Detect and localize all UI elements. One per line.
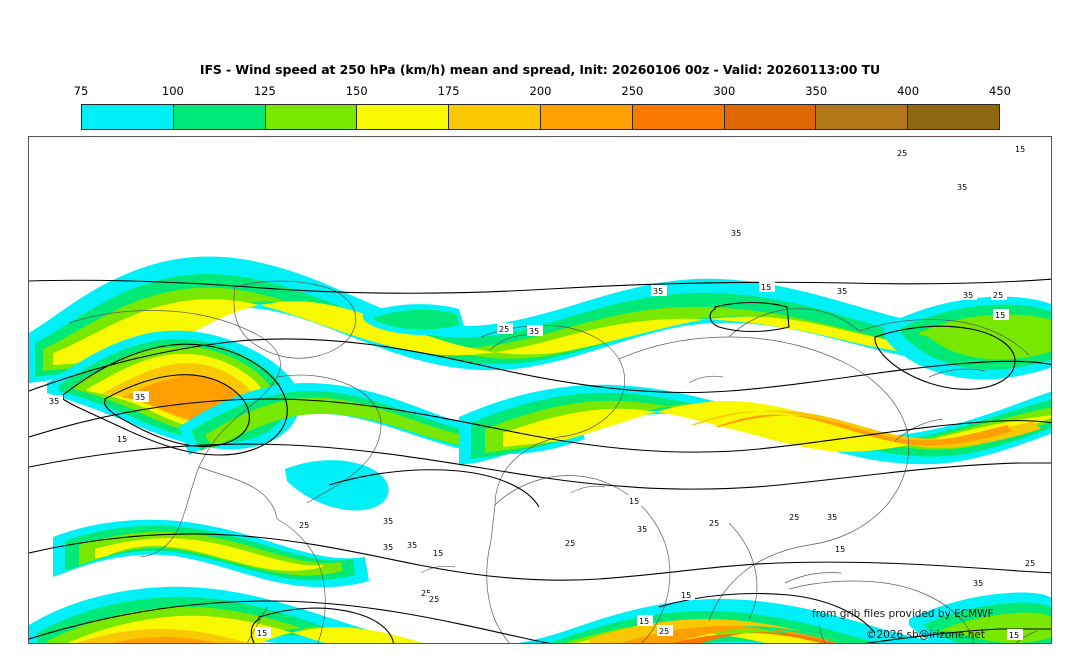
colorbar-tick-400: 400 — [897, 84, 920, 98]
data-source-attribution: from grib files provided by ECMWF — [812, 608, 994, 620]
svg-text:35: 35 — [837, 287, 847, 296]
page-title: IFS - Wind speed at 250 hPa (km/h) mean … — [199, 62, 881, 77]
colorbar-band-300-350 — [724, 105, 817, 129]
colorbar-tick-150: 150 — [345, 84, 368, 98]
svg-text:15: 15 — [257, 629, 267, 638]
colorbar-tick-100: 100 — [161, 84, 184, 98]
svg-text:25: 25 — [993, 291, 1003, 300]
copyright-attribution: ©2026 sb@irizone.net — [866, 629, 985, 641]
svg-text:25: 25 — [897, 149, 907, 158]
colorbar-band-200-250 — [540, 105, 633, 129]
svg-text:25: 25 — [499, 325, 509, 334]
colorbar-tick-labels: 75 100 125 150 175 200 250 300 350 400 450 — [74, 84, 1011, 100]
colorbar-band-175-200 — [449, 105, 541, 129]
svg-text:35: 35 — [827, 513, 837, 522]
colorbar-tick-450: 450 — [989, 84, 1011, 98]
colorbar-tick-300: 300 — [713, 84, 736, 98]
svg-text:25: 25 — [709, 519, 719, 528]
svg-text:35: 35 — [407, 541, 417, 550]
colorbar-tick-250: 250 — [621, 84, 644, 98]
svg-text:35: 35 — [383, 543, 393, 552]
svg-text:15: 15 — [639, 617, 649, 626]
contour-labels: 25 35 35 35 15 35 35 25 15 35 25 15 35 3… — [47, 143, 1039, 640]
svg-text:25: 25 — [565, 539, 575, 548]
svg-text:25: 25 — [299, 521, 309, 530]
svg-text:35: 35 — [731, 229, 741, 238]
colorbar-band-100-125 — [173, 105, 266, 129]
svg-text:35: 35 — [653, 287, 663, 296]
svg-text:35: 35 — [529, 327, 539, 336]
svg-text:25: 25 — [429, 595, 439, 604]
colorbar-tick-125: 125 — [253, 84, 276, 98]
svg-text:35: 35 — [135, 393, 145, 402]
svg-text:25: 25 — [421, 589, 431, 598]
svg-text:15: 15 — [1009, 631, 1019, 640]
svg-text:15: 15 — [835, 545, 845, 554]
svg-text:35: 35 — [49, 397, 59, 406]
svg-text:35: 35 — [957, 183, 967, 192]
svg-text:35: 35 — [973, 579, 983, 588]
colorbar-band-350-400 — [816, 105, 909, 129]
colorbar-band-150-175 — [357, 105, 450, 129]
colorbar-band-75-100 — [82, 105, 174, 129]
svg-text:15: 15 — [995, 311, 1005, 320]
map-svg: 25 35 35 35 15 35 35 25 15 35 25 15 35 3… — [29, 137, 1051, 643]
colorbar-tick-350: 350 — [805, 84, 828, 98]
svg-text:35: 35 — [963, 291, 973, 300]
svg-text:15: 15 — [681, 591, 691, 600]
svg-text:15: 15 — [1015, 145, 1025, 154]
windspeed-fill-bands — [29, 256, 1051, 643]
colorbar-tick-200: 200 — [529, 84, 552, 98]
svg-text:15: 15 — [433, 549, 443, 558]
svg-text:15: 15 — [117, 435, 127, 444]
colorbar-band-400-450 — [908, 105, 999, 129]
svg-text:35: 35 — [383, 517, 393, 526]
map-canvas: 25 35 35 35 15 35 35 25 15 35 25 15 35 3… — [28, 136, 1052, 644]
svg-text:25: 25 — [1025, 559, 1035, 568]
svg-text:15: 15 — [629, 497, 639, 506]
colorbar-bands — [81, 104, 1000, 130]
colorbar-tick-75: 75 — [73, 84, 89, 98]
svg-text:25: 25 — [789, 513, 799, 522]
colorbar-band-125-150 — [265, 105, 358, 129]
svg-text:15: 15 — [761, 283, 771, 292]
colorbar-band-250-300 — [632, 105, 725, 129]
spread-contours — [29, 278, 1051, 643]
colorbar — [81, 104, 1000, 130]
colorbar-tick-175: 175 — [437, 84, 460, 98]
svg-text:25: 25 — [659, 627, 669, 636]
svg-text:35: 35 — [637, 525, 647, 534]
